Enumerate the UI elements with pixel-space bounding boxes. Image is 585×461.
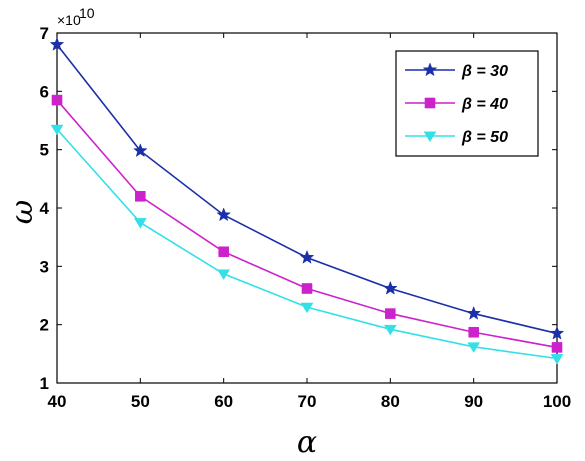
data-point <box>217 269 231 280</box>
legend: β = 30 β = 40 β = 50 <box>395 50 539 157</box>
data-point <box>218 246 229 258</box>
y-tick-label: 5 <box>40 141 49 160</box>
x-tick-label: 100 <box>543 392 571 411</box>
data-point <box>49 36 65 51</box>
y-tick-label: 2 <box>40 316 49 335</box>
y-tick-label: 7 <box>40 24 49 43</box>
legend-label: β = 40 <box>461 96 508 113</box>
x-tick-label: 40 <box>48 392 67 411</box>
data-point <box>466 305 481 320</box>
legend-swatch-marker <box>423 131 437 143</box>
y-tick-label: 1 <box>40 374 49 393</box>
legend-item: β = 30 <box>405 62 508 80</box>
data-point <box>216 207 231 222</box>
x-tick-label: 90 <box>464 392 483 411</box>
data-point <box>51 94 63 106</box>
x-tick-label: 70 <box>298 392 317 411</box>
data-point <box>383 324 397 336</box>
legend-items: β = 30 β = 40 β = 50 <box>405 62 508 146</box>
series-line <box>56 128 558 360</box>
y-axis-title: ω <box>5 200 40 224</box>
data-point <box>300 302 314 314</box>
data-point <box>133 143 148 158</box>
legend-swatch-marker <box>424 97 436 109</box>
series-layer <box>49 36 565 365</box>
y-exponent-power: 10 <box>79 5 95 21</box>
data-point <box>383 280 398 295</box>
series-1 <box>49 36 565 340</box>
data-point <box>550 354 564 365</box>
x-axis-title: α <box>297 425 317 460</box>
series-3 <box>50 124 564 365</box>
data-point <box>385 308 396 319</box>
x-tick-label: 80 <box>381 392 400 411</box>
y-axis: 1 2 3 4 5 6 7 <box>40 24 557 393</box>
y-tick-label: 4 <box>40 199 50 218</box>
legend-label: β = 30 <box>461 63 508 80</box>
data-point <box>468 326 479 338</box>
data-point <box>467 342 481 353</box>
x-tick-label: 60 <box>214 392 233 411</box>
legend-item: β = 50 <box>405 129 508 146</box>
x-axis: 40 50 60 70 80 90 100 <box>48 33 571 411</box>
data-point <box>549 325 565 340</box>
data-point <box>551 342 563 353</box>
y-exponent-label: ×10 <box>57 12 81 28</box>
legend-label: β = 50 <box>461 129 508 146</box>
data-point <box>135 191 146 202</box>
series-2 <box>51 94 563 353</box>
data-point <box>301 283 313 294</box>
data-point <box>299 249 315 264</box>
y-tick-label: 3 <box>40 257 49 276</box>
data-point <box>133 218 147 229</box>
y-tick-label: 6 <box>40 82 49 101</box>
legend-swatch-marker <box>422 62 438 77</box>
data-point <box>50 124 64 136</box>
x-tick-label: 50 <box>131 392 150 411</box>
legend-item: β = 40 <box>405 96 508 113</box>
